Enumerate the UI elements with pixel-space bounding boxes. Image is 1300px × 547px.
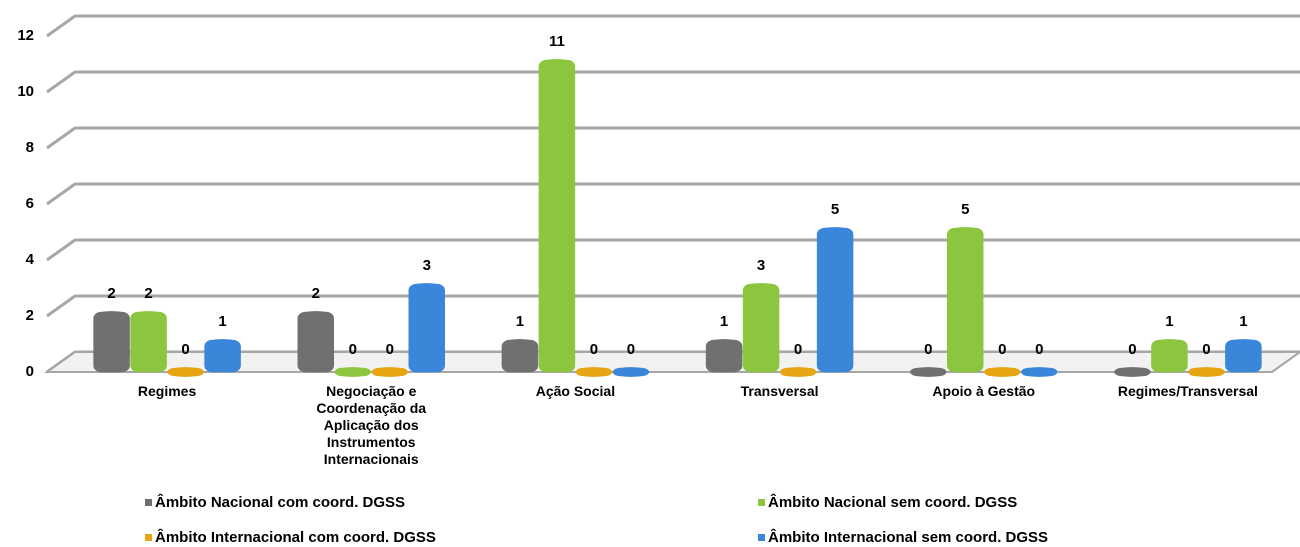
legend-label: Âmbito Nacional com coord. DGSS [155,494,406,511]
data-label: 0 [1202,341,1210,358]
legend-swatch [145,534,152,541]
data-label: 1 [516,313,524,330]
bar-top [539,59,574,69]
bar-top [1115,367,1150,377]
grid-line [46,182,1300,206]
bar [816,227,854,373]
data-label: 0 [386,341,394,358]
legend-item: Âmbito Internacional sem coord. DGSS [758,529,1048,546]
data-label: 5 [961,201,969,218]
data-label: 11 [549,33,565,50]
data-label: 1 [1165,313,1173,330]
grid-line [46,70,1300,94]
y-tick-label: 0 [26,363,34,380]
legend-item: Âmbito Nacional com coord. DGSS [145,494,405,511]
grid-line [46,238,1300,262]
y-tick-label: 4 [26,251,35,268]
x-tick-label: Negociação e Coordenação da Aplicação do… [316,383,427,467]
data-label: 2 [107,285,115,302]
legend-item: Âmbito Internacional com coord. DGSS [145,529,436,546]
data-label: 0 [181,341,189,358]
bar-top [1189,367,1224,377]
data-label: 0 [794,341,802,358]
bar-top [1226,339,1261,349]
grid-line [46,14,1300,38]
data-label: 2 [312,285,320,302]
bar-top [948,227,983,237]
data-label: 3 [757,257,765,274]
legend-label: Âmbito Internacional com coord. DGSS [155,529,436,546]
legend-label: Âmbito Nacional sem coord. DGSS [768,494,1018,511]
x-tick-label: Transversal [740,383,819,399]
bar-top [744,283,779,293]
y-tick-label: 6 [26,195,34,212]
bar-top [985,367,1020,377]
x-tick-label: Ação Social [535,383,616,399]
bar-top [1022,367,1057,377]
data-label: 0 [590,341,598,358]
data-label: 2 [144,285,152,302]
bar [742,283,780,373]
bar-top [1152,339,1187,349]
grid-line [46,294,1300,318]
bar-top [168,367,203,377]
bar-top [335,367,370,377]
data-label: 0 [1128,341,1136,358]
bar-top [131,311,166,321]
y-tick-label: 8 [26,139,34,156]
bar-top [409,283,444,293]
data-label: 0 [998,341,1006,358]
legend-swatch [145,499,152,506]
data-label: 0 [924,341,932,358]
data-label: 1 [720,313,728,330]
x-tick-label: Regimes/Transversal [1117,383,1258,399]
bar-top [818,227,853,237]
legend-label: Âmbito Internacional sem coord. DGSS [768,529,1049,546]
legend-item: Âmbito Nacional sem coord. DGSS [758,494,1017,511]
data-label: 5 [831,201,839,218]
y-tick-label: 2 [26,307,34,324]
bar-top [576,367,611,377]
x-tick-label: Regimes [137,383,197,399]
bar [947,227,984,373]
bar [408,283,445,373]
data-label: 0 [1035,341,1043,358]
x-tick-label: Apoio à Gestão [932,383,1036,399]
legend-swatch [758,499,765,506]
data-label: 1 [218,313,226,330]
bar-top [94,311,129,321]
bar-top [372,367,407,377]
bar-top [205,339,240,349]
y-tick-label: 10 [17,83,34,100]
grid-line [46,126,1300,150]
data-label: 1 [1239,313,1247,330]
bar-top [613,367,648,377]
y-tick-label: 12 [17,27,34,44]
bar [538,59,576,373]
data-label: 0 [627,341,635,358]
bar-top [781,367,816,377]
floor [43,351,1300,373]
bar-top [298,311,333,321]
data-label: 0 [349,341,357,358]
bar-top [911,367,946,377]
legend-swatch [758,534,765,541]
bar-top [502,339,537,349]
bar-top [707,339,742,349]
data-label: 3 [423,257,431,274]
